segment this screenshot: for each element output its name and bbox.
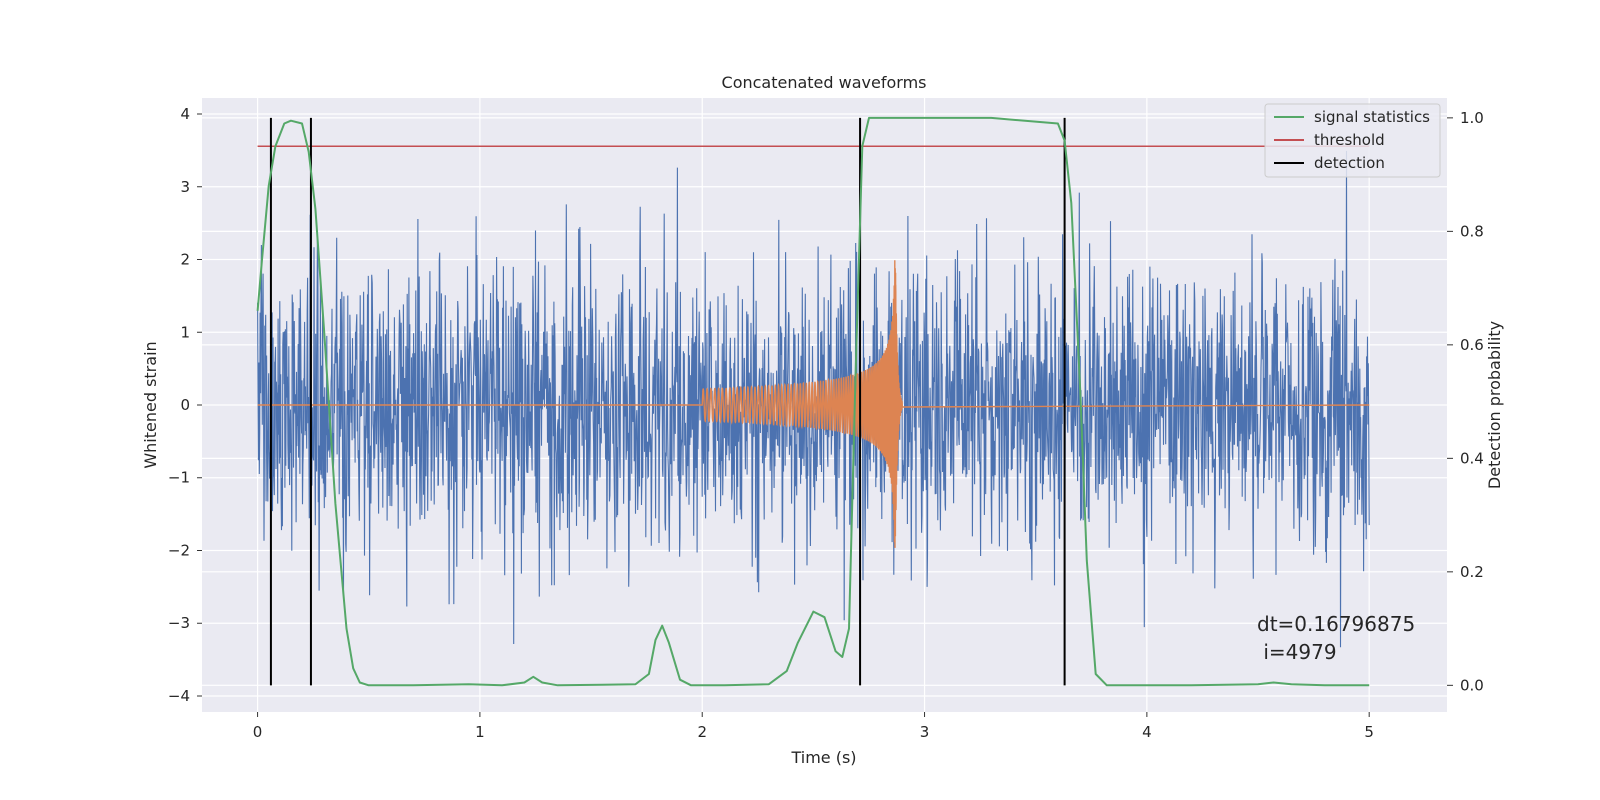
x-axis-label: Time (s) [790,748,856,767]
detection-series [269,117,1066,686]
x-tick-label: 0 [253,723,263,741]
legend-box [1264,103,1441,178]
legend: signal statistics threshold detection [1264,103,1441,178]
x-tick-label: 1 [475,723,485,741]
signal-statistics-line [256,116,1370,687]
chirp-series [257,260,1370,548]
noise-series [257,150,1370,648]
chart-title: Concatenated waveforms [722,73,927,92]
legend-label-signal-statistics: signal statistics [1314,108,1430,126]
y2-axis-ticks: 1.0 0.8 0.6 0.4 0.2 0.0 [1447,109,1484,694]
signal-statistics-series [256,116,1370,687]
annotation-dt: dt=0.16796875 [1257,612,1415,636]
y-tick-label: −2 [168,541,190,559]
y-tick-label: 2 [180,251,190,269]
y2-tick-label: 0.6 [1460,336,1484,354]
y2-axis-label: Detection probability [1485,321,1504,489]
y2-tick-label: 1.0 [1460,109,1484,127]
x-tick-label: 3 [920,723,930,741]
x-tick-label: 4 [1142,723,1152,741]
y2-tick-label: 0.4 [1460,449,1484,467]
x-axis-ticks: 0 1 2 3 4 5 [253,712,1374,741]
legend-label-detection: detection [1314,154,1385,172]
y-axis-label: Whitened strain [141,341,160,468]
y-axis-ticks: 4 3 2 1 0 −1 −2 −3 −4 [168,105,202,705]
x-tick-label: 2 [697,723,707,741]
y-tick-label: −1 [168,469,190,487]
legend-label-threshold: threshold [1314,131,1385,149]
y2-tick-label: 0.0 [1460,676,1484,694]
y-tick-label: 4 [180,105,190,123]
y2-tick-label: 0.8 [1460,222,1484,240]
y-tick-label: 1 [180,323,190,341]
y-tick-label: −4 [168,687,190,705]
y-tick-label: −3 [168,614,190,632]
noise-line [257,150,1370,648]
y-tick-label: 0 [180,396,190,414]
y-tick-label: 3 [180,178,190,196]
annotation-i: i=4979 [1257,640,1337,664]
chirp-line [257,260,1370,548]
y2-tick-label: 0.2 [1460,563,1484,581]
x-tick-label: 5 [1364,723,1374,741]
